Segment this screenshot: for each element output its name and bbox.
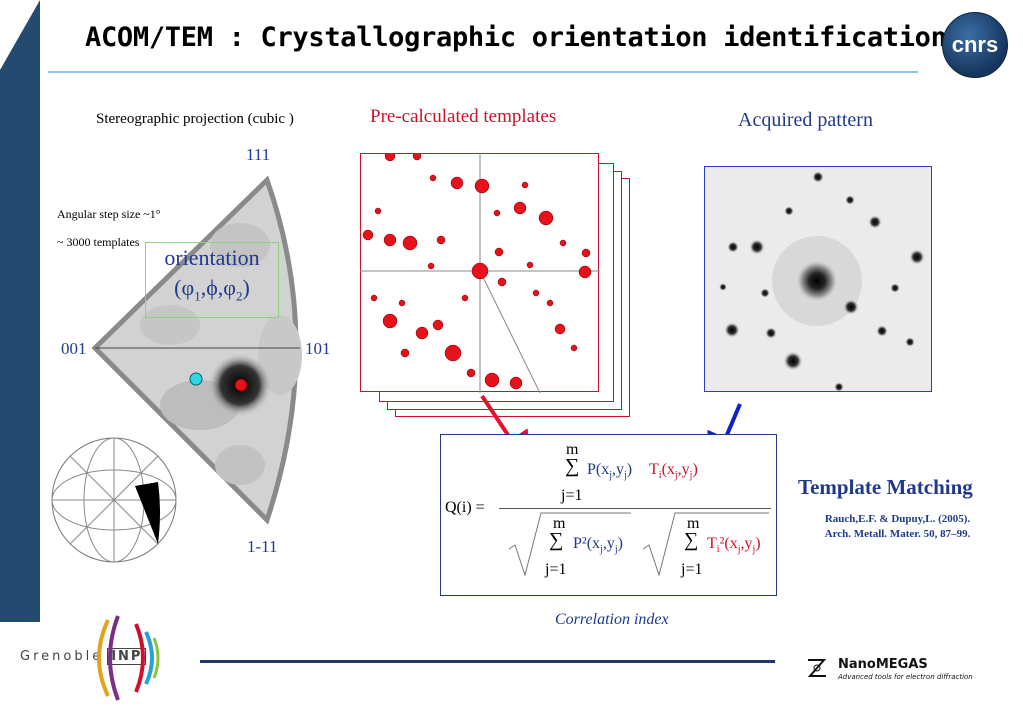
- nanomegas-icon: [807, 659, 827, 677]
- orientation-title: orientation: [164, 245, 260, 270]
- fraction-bar: [499, 508, 771, 509]
- title-rule: [48, 71, 918, 73]
- grenoble-inp-arcs: [97, 615, 160, 701]
- stereographic-triangle: [91, 175, 302, 525]
- pole-1-11: 1-11: [247, 537, 278, 556]
- sqrt-signs: [508, 512, 769, 577]
- template-pattern: [360, 153, 600, 393]
- best-match-marker: [234, 378, 248, 392]
- correlation-formula: m ∑ P(xj,yj) Ti(xj,yj) j=1 Q(i) = m ∑ P²…: [440, 434, 777, 596]
- acquired-pattern-label: Acquired pattern: [738, 109, 873, 131]
- cnrs-logo: cnrs: [942, 12, 1008, 78]
- stereonet: [51, 437, 177, 563]
- sidebar-notch: [0, 0, 40, 70]
- acquired-pattern-image: [704, 166, 932, 392]
- stereonet-triangle: [135, 482, 160, 544]
- grenoble-inp-logo: Grenoble INP: [20, 648, 147, 665]
- slide-title: ACOM/TEM : Crystallographic orientation …: [85, 22, 947, 53]
- orientation-box: orientation (φ1,ϕ,φ2): [145, 242, 279, 318]
- pole-001: 001: [61, 339, 87, 358]
- pole-111: 111: [246, 145, 271, 164]
- step-size-label: Angular step size ~1°: [57, 207, 161, 221]
- method-reference: Rauch,E.F. & Dupuy,L. (2005). Arch. Meta…: [824, 513, 971, 540]
- projection-label: Stereographic projection (cubic ): [96, 111, 294, 127]
- sidebar-band: [0, 0, 40, 622]
- nanomegas-tagline: Advanced tools for electron diffraction: [838, 673, 973, 681]
- templates-label: Pre-calculated templates: [370, 106, 557, 127]
- alternative-match-marker: [189, 372, 203, 386]
- diffraction-spots: [719, 171, 925, 391]
- pole-101: 101: [305, 339, 331, 358]
- nanomegas-title: NanoMEGAS: [838, 657, 928, 672]
- correlation-caption: Correlation index: [555, 611, 669, 628]
- method-title: Template Matching: [798, 475, 973, 499]
- templates-count-label: ~ 3000 templates: [57, 235, 140, 249]
- footer-rule: [200, 660, 775, 663]
- orientation-angles: (φ1,ϕ,φ2): [174, 275, 250, 304]
